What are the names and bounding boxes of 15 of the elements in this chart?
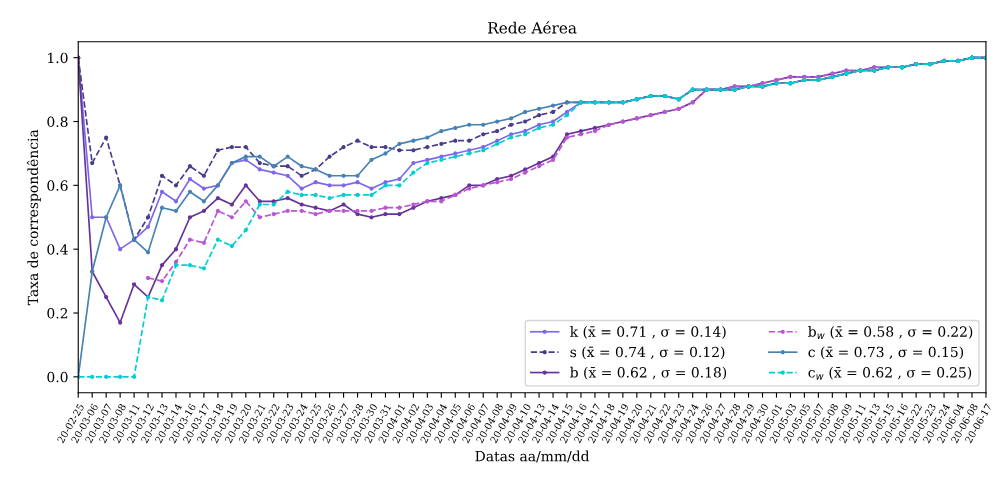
legend-label: k (x̄ = 0.71 , σ = 0.14): [570, 326, 726, 339]
legend-label: s (x̄ = 0.74 , σ = 0.12): [570, 346, 725, 360]
y-tick-label: 0.4: [47, 244, 68, 255]
legend-label: b (x̄ = 0.62 , σ = 0.18): [570, 366, 727, 380]
y-tick-label: 0.8: [47, 116, 68, 127]
chart-title: Rede Aérea: [488, 21, 577, 34]
legend-label: b$_{w}$ (x̄ = 0.58 , σ = 0.22): [808, 326, 973, 339]
y-axis-title: Taxa de correspondência: [26, 129, 41, 306]
y-tick-label: 0.2: [47, 307, 68, 319]
y-tick-label: 0.6: [47, 180, 68, 191]
legend-label: c (x̄ = 0.73 , σ = 0.15): [808, 346, 964, 360]
y-tick-label: 0.0: [47, 371, 68, 383]
x-axis-title: Datas aa/mm/dd: [475, 450, 590, 463]
legend-label: c$_{w}$ (x̄ = 0.62 , σ = 0.25): [808, 366, 972, 380]
y-tick-label: 1.0: [48, 52, 68, 64]
